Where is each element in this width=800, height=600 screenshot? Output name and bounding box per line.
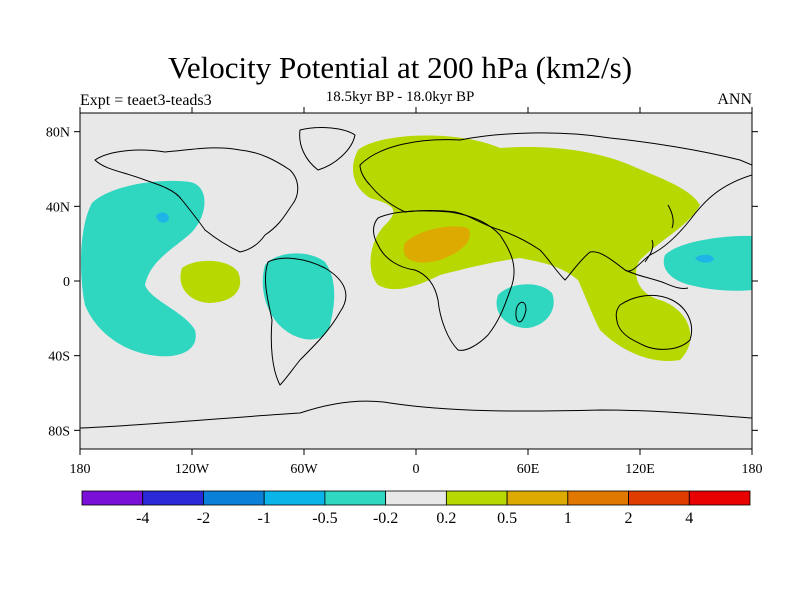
south-america-negative	[262, 253, 335, 340]
colorbar: -4 -2 -1 -0.5 -0.2 0.2 0.5 1 2 4	[81, 490, 751, 527]
y-tick-label: 0	[63, 275, 70, 290]
sahara-maximum	[403, 226, 470, 263]
colorbar-label: 1	[564, 510, 572, 527]
west-pacific-negative	[663, 235, 752, 291]
map-subtitle: 18.5kyr BP - 18.0kyr BP	[325, 89, 475, 105]
x-tick-label: 60E	[517, 462, 540, 477]
coastline-africa	[373, 210, 515, 351]
colorbar-label: 0.2	[436, 510, 456, 527]
y-tick-label: 80N	[46, 126, 70, 141]
colorbar-label: -4	[136, 510, 149, 527]
colorbar-label: 2	[625, 510, 633, 527]
eurasia-africa-positive	[353, 135, 700, 361]
colorbar-label: -0.2	[373, 510, 398, 527]
x-tick-label: 0	[413, 462, 420, 477]
experiment-label: Expt = teaet3-teads3	[80, 92, 212, 109]
colorbar-segment	[567, 490, 629, 506]
x-tick-label: 180	[742, 462, 763, 477]
y-tick-label: 40S	[48, 350, 70, 365]
colorbar-label: 4	[685, 510, 693, 527]
east-pacific-positive	[180, 260, 241, 303]
colorbar-label: -0.5	[312, 510, 337, 527]
coastline-south-america	[265, 257, 347, 386]
coastline-madagascar	[515, 301, 527, 323]
map-title: Velocity Potential at 200 hPa (km2/s)	[167, 50, 633, 85]
west-pacific-minimum	[695, 254, 714, 263]
coastline-japan	[667, 204, 674, 229]
colorbar-segment	[324, 490, 387, 506]
x-tick-label: 180	[70, 462, 91, 477]
coastline-southeast-asia	[624, 239, 689, 289]
north-pacific-minimum	[156, 212, 169, 223]
coastlines	[80, 127, 752, 429]
x-tick-label: 120E	[625, 462, 655, 477]
colorbar-segment	[506, 490, 569, 506]
y-tick-label: 40N	[46, 200, 70, 215]
shaded-regions	[80, 135, 752, 361]
season-label: ANN	[717, 91, 752, 108]
colorbar-segment	[81, 490, 144, 506]
x-tick-label: 120W	[175, 462, 210, 477]
colorbar-segment	[142, 490, 204, 506]
colorbar-segment	[263, 490, 326, 506]
colorbar-label: -2	[197, 510, 210, 527]
coastline-antarctica	[80, 400, 752, 429]
colorbar-label: -1	[258, 510, 271, 527]
coastline-australia	[615, 294, 693, 350]
y-tick-label: 80S	[48, 424, 70, 439]
colorbar-segment	[385, 490, 447, 506]
colorbar-label: 0.5	[497, 510, 517, 527]
coastline-greenland	[299, 127, 356, 171]
coastline-north-america	[94, 147, 299, 253]
colorbar-segment	[688, 490, 751, 506]
map-axes: 180 120W 60W 0 60E 120E 180 80N 40N 0 40S 80S	[46, 107, 763, 477]
coastline-eurasia	[359, 132, 752, 281]
north-pacific-negative	[80, 180, 205, 357]
x-tick-label: 60W	[290, 462, 318, 477]
colorbar-segment	[203, 490, 265, 506]
colorbar-segment	[445, 490, 508, 506]
colorbar-segment	[628, 490, 690, 506]
